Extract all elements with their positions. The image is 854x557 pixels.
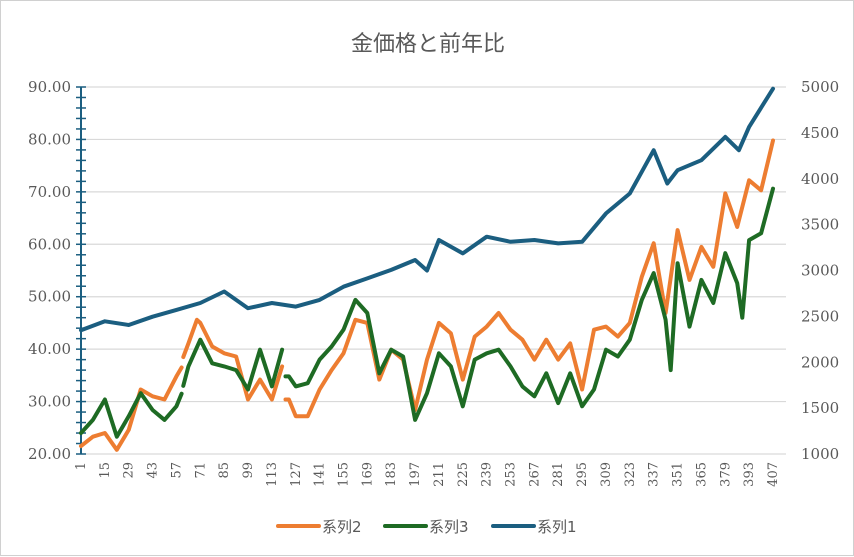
x-tick-label: 127 — [289, 462, 304, 487]
x-tick-label: 323 — [623, 462, 638, 487]
right-tick-labels: 1000 1500 2000 2500 3000 3500 4000 4500 5000 — [801, 78, 839, 463]
x-tick-label: 239 — [480, 462, 495, 487]
x-tick-label: 309 — [599, 462, 614, 487]
left-tick-label: 30.00 — [28, 393, 71, 411]
x-tick-label: 253 — [504, 462, 519, 487]
x-tick-label: 1 — [74, 462, 89, 470]
right-tick-label: 3500 — [801, 216, 839, 234]
x-tick-label: 169 — [360, 462, 375, 487]
left-tick-label: 20.00 — [28, 445, 71, 463]
legend-label: 系列3 — [429, 518, 469, 536]
legend: 系列2 系列3 系列1 — [276, 518, 577, 536]
x-tick-label: 29 — [122, 462, 137, 479]
series-line-3 — [79, 86, 775, 333]
left-tick-labels: 20.00 30.00 40.00 50.00 60.00 70.00 80.00 90.00 — [28, 78, 71, 463]
x-tick-labels: 1 15 29 43 57 71 85 99 113 127 141 155 169 183 197 211 2… — [74, 462, 781, 487]
right-tick-label: 3000 — [801, 262, 839, 280]
left-tick-label: 70.00 — [28, 183, 71, 201]
x-tick-label: 99 — [241, 462, 256, 479]
x-tick-label: 183 — [384, 462, 399, 487]
legend-item: 系列1 — [491, 518, 577, 536]
right-tick-label: 2000 — [801, 353, 839, 371]
x-tick-label: 197 — [408, 462, 423, 487]
right-tick-label: 4500 — [801, 124, 839, 142]
x-tick-label: 141 — [313, 462, 328, 487]
x-tick-label: 113 — [265, 462, 280, 487]
right-tick-label: 5000 — [801, 78, 839, 96]
x-tick-label: 379 — [718, 462, 733, 487]
right-tick-label: 1000 — [801, 445, 839, 463]
x-tick-label: 267 — [527, 462, 542, 487]
x-tick-label: 155 — [336, 462, 351, 487]
x-tick-label: 337 — [647, 462, 662, 487]
chart-title: 金価格と前年比 — [351, 32, 505, 57]
x-tick-label: 15 — [98, 462, 113, 479]
left-tick-label: 80.00 — [28, 130, 71, 148]
left-tick-label: 50.00 — [28, 288, 71, 306]
x-tick-label: 85 — [217, 462, 232, 479]
legend-label: 系列1 — [537, 518, 577, 536]
right-tick-label: 4000 — [801, 170, 839, 188]
legend-item: 系列2 — [276, 518, 362, 536]
series-line-2 — [79, 186, 775, 439]
x-tick-label: 295 — [575, 462, 590, 487]
right-tick-label: 1500 — [801, 399, 839, 417]
x-tick-label: 57 — [169, 462, 184, 479]
x-tick-label: 225 — [456, 462, 471, 487]
x-tick-label: 211 — [432, 462, 447, 487]
x-tick-label: 407 — [766, 462, 781, 487]
left-tick-label: 90.00 — [28, 78, 71, 96]
left-tick-label: 40.00 — [28, 340, 71, 358]
x-tick-label: 393 — [742, 462, 757, 487]
x-tick-label: 71 — [193, 462, 208, 479]
legend-label: 系列2 — [322, 518, 362, 536]
x-tick-label: 43 — [146, 462, 161, 479]
left-axis — [76, 86, 86, 455]
right-tick-label: 2500 — [801, 307, 839, 325]
x-tick-label: 365 — [694, 462, 709, 487]
gridlines — [81, 86, 786, 455]
series-line-1 — [79, 138, 775, 452]
series-lines — [79, 86, 775, 452]
x-tick-label: 281 — [551, 462, 566, 487]
left-tick-label: 60.00 — [28, 235, 71, 253]
legend-item: 系列3 — [383, 518, 469, 536]
x-tick-label: 351 — [671, 462, 686, 487]
